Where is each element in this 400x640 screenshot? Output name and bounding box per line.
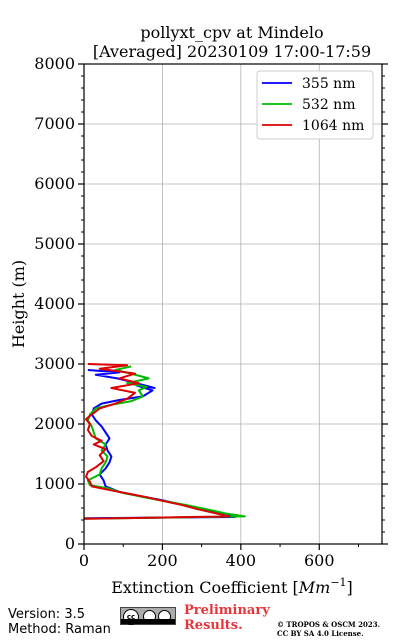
y-tick-label: 4000 <box>34 294 75 313</box>
chart-series <box>83 363 246 520</box>
legend-label-1064-nm: 1064 nm <box>302 118 364 134</box>
y-tick-label: 1000 <box>34 474 75 493</box>
y-tick-label: 5000 <box>34 234 75 253</box>
x-tick-label: 200 <box>147 551 178 570</box>
chart-title: pollyxt_cpv at Mindelo <box>140 23 323 42</box>
series-line-532-nm <box>83 365 246 520</box>
x-axis-label-exponent: −1 <box>330 576 346 589</box>
copyright-notice: © TROPOS & OSCM 2023. CC BY SA 4.0 Licen… <box>277 620 380 638</box>
y-tick-label: 7000 <box>34 114 75 133</box>
cc-license-icon: cc <box>120 607 176 625</box>
x-axis-label-text: Extinction Coefficient [ <box>111 578 299 597</box>
legend-box <box>256 70 374 140</box>
legend: 355 nm 532 nm 1064 nm <box>256 70 374 140</box>
y-tick-label: 0 <box>65 534 75 553</box>
chart-subtitle: [Averaged] 20230109 17:00-17:59 <box>93 42 371 61</box>
legend-label-355-nm: 355 nm <box>302 76 355 92</box>
y-tick-label: 2000 <box>34 414 75 433</box>
chart-ticks: 0 200 400 600010002000300040005000600070008… <box>34 54 388 570</box>
copyright-line-1: © TROPOS & OSCM 2023. <box>277 620 381 629</box>
copyright-line-2: CC BY SA 4.0 License. <box>277 629 364 638</box>
x-tick-label: 400 <box>226 551 257 570</box>
y-tick-label: 3000 <box>34 354 75 373</box>
preliminary-line-2: Results. <box>184 618 243 633</box>
preliminary-line-1: Preliminary <box>184 603 270 618</box>
series-line-355-nm <box>83 369 236 520</box>
method-text: Method: Raman <box>8 622 111 637</box>
x-axis-label-unit: Mm <box>298 578 331 597</box>
y-tick-label: 6000 <box>34 174 75 193</box>
x-axis-label-close: ] <box>347 578 353 597</box>
cc-bar <box>121 619 175 624</box>
series-line-1064-nm <box>83 363 231 520</box>
legend-label-532-nm: 532 nm <box>302 97 355 113</box>
version-text: Version: 3.5 <box>8 607 85 622</box>
legend-items: 355 nm 532 nm 1064 nm <box>262 76 364 134</box>
preliminary-results-label: Preliminary Results. <box>184 603 270 633</box>
x-axis-label: Extinction Coefficient [Mm−1] <box>111 576 353 597</box>
x-tick-label: 600 <box>304 551 335 570</box>
y-tick-label: 8000 <box>34 54 75 73</box>
extinction-profile-chart: 0 200 400 600010002000300040005000600070008… <box>9 23 388 597</box>
y-axis-label: Height (m) <box>9 260 28 348</box>
x-tick-label: 0 <box>79 551 89 570</box>
